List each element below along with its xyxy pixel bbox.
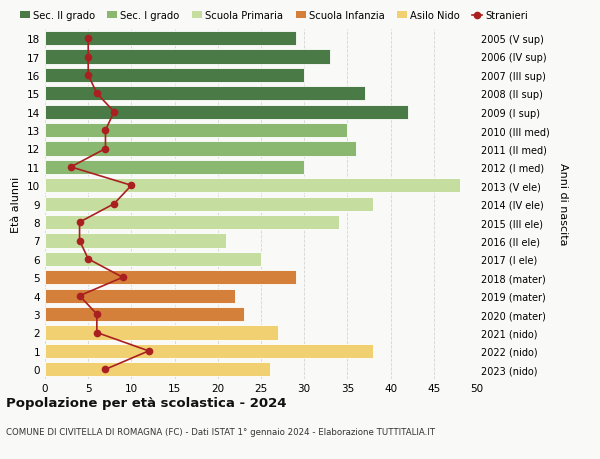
Bar: [45, 270, 296, 285]
Legend: Sec. II grado, Sec. I grado, Scuola Primaria, Scuola Infanzia, Asilo Nido, Stran: Sec. II grado, Sec. I grado, Scuola Prim…: [20, 11, 528, 22]
Bar: [45, 325, 278, 340]
Bar: [45, 105, 408, 120]
Text: COMUNE DI CIVITELLA DI ROMAGNA (FC) - Dati ISTAT 1° gennaio 2024 - Elaborazione : COMUNE DI CIVITELLA DI ROMAGNA (FC) - Da…: [6, 427, 435, 436]
Bar: [45, 50, 330, 65]
Bar: [45, 197, 373, 212]
Bar: [45, 179, 460, 193]
Bar: [45, 215, 339, 230]
Bar: [45, 307, 244, 322]
Bar: [45, 68, 304, 83]
Bar: [45, 289, 235, 303]
Bar: [45, 362, 269, 377]
Y-axis label: Anni di nascita: Anni di nascita: [558, 163, 568, 246]
Bar: [45, 142, 356, 157]
Bar: [45, 234, 226, 248]
Bar: [45, 252, 261, 267]
Bar: [45, 32, 296, 46]
Bar: [45, 123, 347, 138]
Text: Popolazione per età scolastica - 2024: Popolazione per età scolastica - 2024: [6, 396, 287, 409]
Bar: [45, 344, 373, 358]
Bar: [45, 160, 304, 175]
Y-axis label: Età alunni: Età alunni: [11, 176, 22, 232]
Bar: [45, 87, 365, 101]
